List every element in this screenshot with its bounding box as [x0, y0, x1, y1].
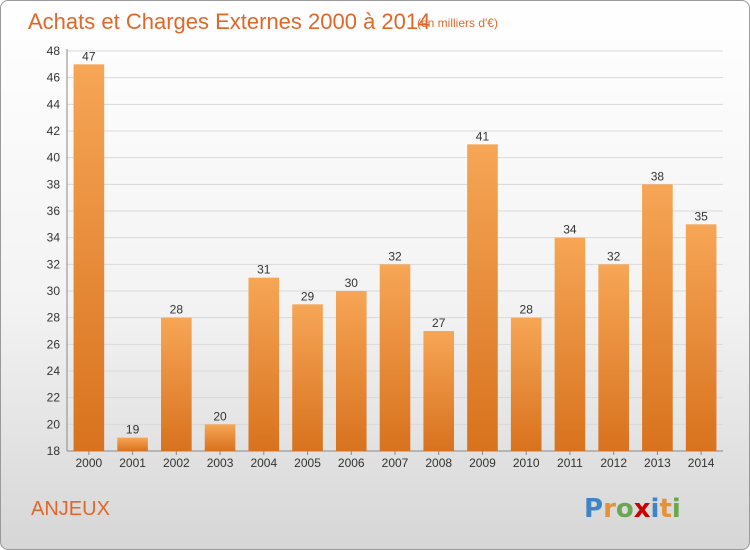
bar-2014 [685, 224, 717, 451]
data-label-2013: 38 [651, 169, 665, 183]
y-tick-label: 42 [47, 124, 61, 138]
x-tick-label: 2011 [557, 456, 583, 470]
logo-letter: P [584, 494, 603, 524]
bar-2012 [598, 264, 629, 451]
bar-2008 [423, 331, 455, 451]
x-tick-label: 2002 [163, 456, 190, 470]
y-tick-label: 36 [47, 204, 61, 218]
y-tick-label: 38 [47, 177, 61, 191]
bar-2001 [117, 437, 148, 451]
x-tick-label: 2000 [76, 456, 103, 470]
commune-name: ANJEUX [31, 498, 110, 520]
x-tick-label: 2013 [644, 456, 671, 470]
y-tick-label: 24 [47, 364, 61, 378]
data-label-2011: 34 [563, 223, 577, 237]
data-label-2002: 28 [170, 303, 184, 317]
x-tick-label: 2004 [250, 456, 277, 470]
data-label-2014: 35 [694, 209, 708, 223]
bar-2000 [73, 64, 105, 452]
bar-2007 [379, 264, 411, 451]
y-tick-label: 48 [47, 44, 61, 58]
data-label-2008: 27 [432, 316, 446, 330]
y-tick-label: 40 [47, 151, 61, 165]
x-tick-label: 2006 [338, 456, 365, 470]
x-tick-label: 2009 [469, 456, 496, 470]
chart-title: Achats et Charges Externes 2000 à 2014 [28, 9, 430, 34]
data-label-2005: 29 [301, 289, 315, 303]
x-tick-label: 2010 [513, 456, 540, 470]
chart-subtitle: (en milliers d'€) [417, 16, 498, 30]
data-label-2006: 30 [345, 276, 359, 290]
data-label-2001: 19 [126, 423, 140, 437]
bar-2005 [292, 304, 323, 451]
y-tick-label: 44 [47, 97, 61, 111]
bar-2009 [467, 144, 498, 452]
x-tick-label: 2001 [119, 456, 146, 470]
label-layer: 47 19 28 20 31 29 30 32 27 41 28 34 32 38 35 [82, 49, 708, 436]
data-label-2003: 20 [213, 409, 227, 423]
y-tick-label: 18 [47, 444, 61, 458]
bar-2006 [335, 291, 367, 451]
logo-letter: o [616, 494, 634, 524]
bar-2010 [510, 317, 542, 451]
data-label-2007: 32 [388, 249, 402, 263]
x-tick-label: 2003 [207, 456, 234, 470]
data-label-2010: 28 [520, 303, 534, 317]
y-tick-label: 20 [47, 417, 61, 431]
y-tick-label: 28 [47, 311, 61, 325]
x-tick-label: 2008 [425, 456, 452, 470]
axis-layer: 18 20 22 24 26 28 30 32 34 36 38 40 42 44 46 48 2000 2001… [47, 44, 723, 470]
logo-letter: i [672, 494, 681, 524]
proxiti-logo: Proxiti [584, 494, 681, 524]
data-label-2012: 32 [607, 249, 621, 263]
y-tick-label: 22 [47, 391, 61, 405]
logo-letter: x [634, 494, 651, 524]
bar-2003 [204, 424, 236, 451]
bar-2011 [554, 237, 586, 451]
x-tick-label: 2014 [688, 456, 715, 470]
y-tick-label: 34 [47, 231, 61, 245]
y-tick-label: 30 [47, 284, 61, 298]
logo-letter: r [603, 494, 616, 524]
bar-2013 [642, 184, 673, 452]
bar-layer [73, 64, 717, 452]
data-label-2004: 31 [257, 263, 271, 277]
y-tick-label: 46 [47, 71, 61, 85]
data-label-2009: 41 [476, 129, 490, 143]
y-tick-label: 26 [47, 337, 61, 351]
x-tick-label: 2005 [294, 456, 321, 470]
bar-2002 [161, 317, 192, 451]
bar-2004 [248, 277, 280, 451]
y-tick-label: 32 [47, 257, 61, 271]
logo-letter: i [651, 494, 660, 524]
x-tick-label: 2007 [382, 456, 409, 470]
logo-letter: t [659, 494, 671, 524]
x-tick-label: 2012 [600, 456, 627, 470]
data-label-2000: 47 [82, 49, 96, 63]
